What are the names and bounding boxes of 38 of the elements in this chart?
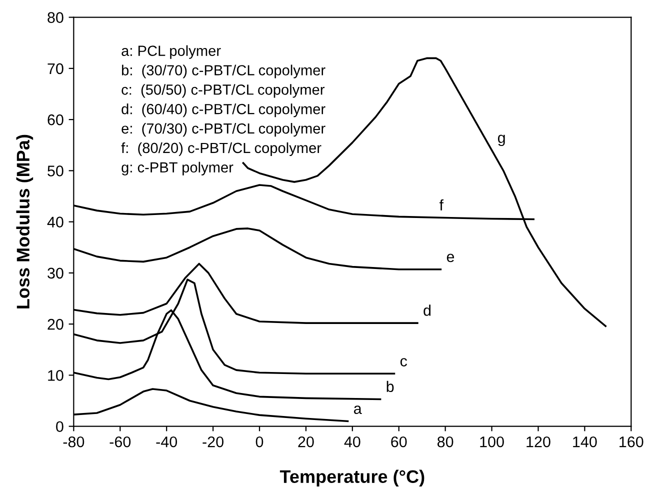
annotation: e: (70/30) c-PBT/CL copolymer (122, 122, 326, 137)
y-tick-label: 40 (47, 216, 64, 228)
annotation: g (498, 134, 505, 146)
y-tick-label: 0 (56, 421, 64, 432)
x-tick-label: 160 (620, 436, 644, 448)
annotation: a: PCL polymer (122, 45, 221, 59)
x-tick-label: -80 (63, 436, 84, 448)
annotation: c: (50/50) c-PBT/CL copolymer (122, 84, 324, 98)
annotation: d: (60/40) c-PBT/CL copolymer (122, 104, 326, 118)
annotation: f (439, 199, 444, 210)
y-tick-label: 20 (48, 318, 64, 330)
y-tick-label: 50 (48, 166, 64, 176)
x-tick-label: -20 (202, 436, 224, 448)
x-tick-label: 0 (256, 436, 264, 448)
x-tick-label: 140 (573, 436, 597, 448)
x-tick-label: -40 (156, 436, 178, 448)
y-tick-label: 70 (48, 63, 64, 74)
annotation: a (354, 406, 362, 414)
annotation: c (400, 358, 408, 366)
y-axis-title: Loss Modulus (MPa) (16, 134, 34, 308)
x-tick-label: 60 (391, 436, 407, 448)
annotation: b (386, 380, 394, 392)
annotation: g: c-PBT polymer (122, 162, 234, 176)
x-tick-label: 20 (298, 436, 314, 448)
x-tick-label: 80 (437, 436, 454, 448)
y-tick-label: 30 (48, 268, 64, 279)
annotation: f: (80/20) c-PBT/CL copolymer (121, 142, 322, 156)
x-tick-label: -60 (110, 436, 131, 448)
annotation: e (446, 254, 454, 262)
x-tick-label: 40 (344, 436, 360, 448)
x-tick-label: 120 (526, 436, 550, 448)
y-tick-label: 10 (48, 370, 64, 381)
y-tick-label: 60 (48, 114, 64, 126)
y-tick-label: 80 (48, 12, 64, 23)
annotation: d (424, 304, 431, 316)
annotation: b: (30/70) c-PBT/CL copolymer (122, 64, 326, 78)
x-tick-label: 100 (480, 436, 504, 448)
x-axis-title: Temperature (°C) (280, 470, 424, 487)
